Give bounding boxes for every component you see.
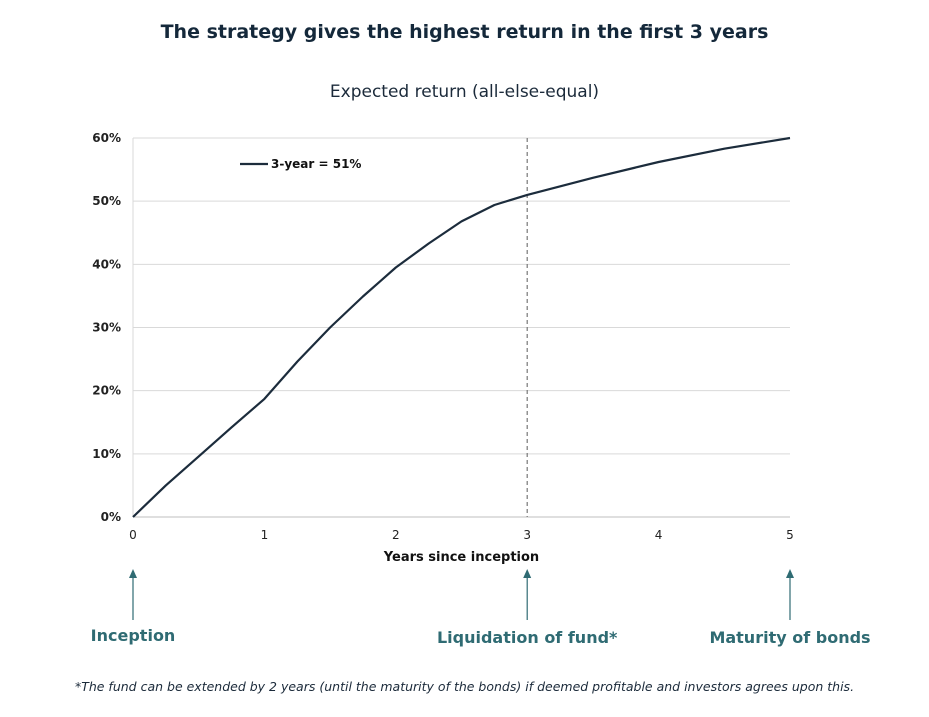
y-tick-label: 0% [101, 510, 121, 524]
y-tick-label: 60% [92, 131, 121, 145]
y-tick-label: 10% [92, 447, 121, 461]
annotation-arrow-head-icon [129, 569, 137, 578]
x-axis-ticks: 0 1 2 3 4 5 [129, 528, 794, 542]
annotation-label: Inception [91, 626, 176, 645]
y-tick-label: 20% [92, 384, 121, 398]
y-tick-label: 40% [92, 257, 121, 271]
annotation-label: Liquidation of fund* [437, 628, 618, 647]
series-line-3-year [132, 136, 791, 518]
x-tick-label: 2 [392, 528, 400, 542]
annotations: Inception Liquidation of fund* Maturity of… [91, 569, 871, 647]
x-tick-label: 1 [261, 528, 269, 542]
y-axis-ticks: 0% 10% 20% 30% 40% 50% 60% [92, 131, 121, 524]
annotation-label: Maturity of bonds [709, 628, 870, 647]
x-tick-label: 5 [786, 528, 794, 542]
x-axis-label: Years since inception [383, 550, 539, 565]
legend: 3-year = 51% [240, 157, 361, 171]
chart-title: The strategy gives the highest return in… [160, 21, 769, 43]
x-tick-label: 4 [655, 528, 663, 542]
footnote: *The fund can be extended by 2 years (un… [74, 679, 855, 694]
legend-label: 3-year = 51% [271, 157, 361, 171]
y-tick-label: 50% [92, 194, 121, 208]
line-chart: 0% 10% 20% 30% 40% 50% 60% 0 1 2 3 4 5 3-year = 51%… [91, 131, 871, 647]
gridlines [133, 137, 790, 455]
y-tick-label: 30% [92, 321, 121, 335]
annotation-arrow-head-icon [523, 569, 532, 578]
annotation-arrow-head-icon [786, 569, 794, 578]
x-tick-label: 0 [129, 528, 137, 542]
x-tick-label: 3 [523, 528, 531, 542]
chart-subtitle: Expected return (all-else-equal) [329, 82, 600, 102]
